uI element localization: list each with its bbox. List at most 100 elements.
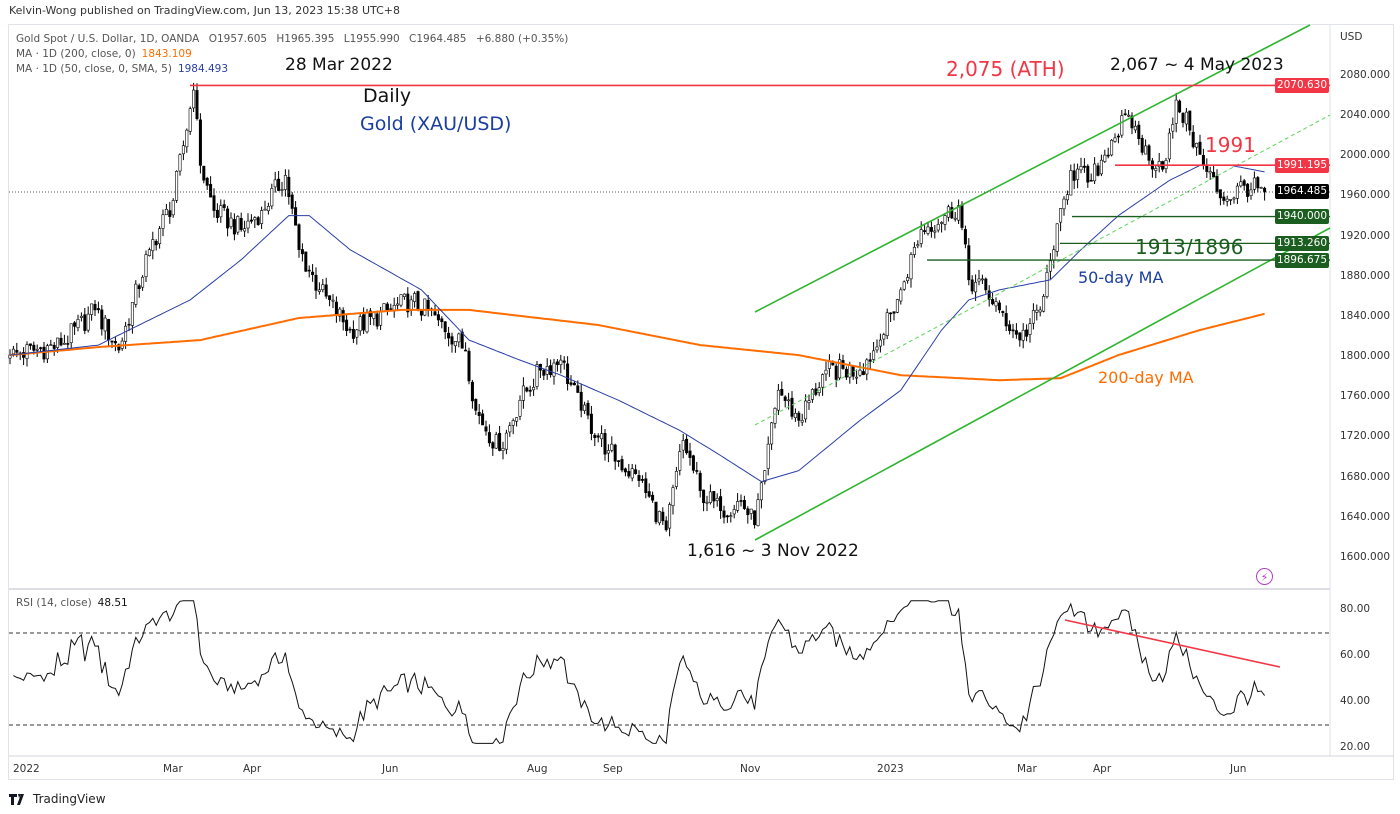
candle-body	[1188, 110, 1192, 131]
candle-body	[868, 359, 872, 362]
candle-body	[1147, 145, 1151, 161]
candle-body	[960, 204, 964, 228]
candle-body	[899, 289, 903, 302]
candle-body	[674, 470, 678, 487]
tradingview-logo[interactable]: TradingView	[9, 792, 106, 806]
candle-body	[722, 510, 726, 518]
price-tag: 1896.675	[1275, 252, 1329, 268]
candle-body	[654, 501, 658, 523]
candle-body	[158, 228, 162, 244]
legend-change: +6.880 (+0.35%)	[475, 33, 569, 45]
candle-body	[661, 511, 665, 522]
rsi-value: 48.51	[97, 597, 128, 609]
candle-body	[317, 289, 321, 292]
ma200-line	[9, 308, 1265, 382]
legend-ma200[interactable]: MA · 1D (200, close, 0) 1843.109	[16, 48, 198, 60]
candle-body	[151, 239, 155, 252]
candle-body	[1208, 171, 1212, 174]
lightning-icon[interactable]: ⚡	[1256, 568, 1273, 585]
candle-body	[780, 389, 784, 396]
rsi-tick: 40.00	[1340, 695, 1371, 707]
candle-body	[100, 309, 104, 330]
candle-body	[144, 254, 148, 277]
candle-body	[134, 283, 138, 305]
candle-body	[1252, 177, 1256, 190]
candle-body	[1239, 181, 1243, 187]
candle-body	[511, 420, 515, 426]
legend-rsi[interactable]: RSI (14, close) 48.51	[16, 597, 134, 609]
candle-body	[351, 329, 355, 339]
candle-body	[474, 398, 478, 411]
candle-body	[804, 400, 808, 420]
legend-ma50[interactable]: MA · 1D (50, close, 0, SMA, 5) 1984.493	[16, 63, 234, 75]
candle-body	[691, 455, 695, 471]
publisher-line: Kelvin-Wong published on TradingView.com…	[9, 4, 400, 17]
tradingview-icon	[9, 793, 24, 805]
candle-body	[226, 208, 230, 229]
candle-body	[504, 432, 508, 450]
candle-body	[1215, 175, 1219, 192]
ma200-value: 1843.109	[141, 48, 192, 60]
candle-body	[668, 504, 672, 529]
candle-body	[137, 285, 141, 290]
candle-body	[1205, 165, 1209, 172]
candle-body	[759, 482, 763, 501]
candle-body	[664, 520, 668, 531]
candle-body	[844, 368, 848, 378]
candle-body	[368, 310, 372, 317]
candle-body	[59, 337, 63, 346]
candle-body	[154, 240, 158, 246]
candle-body	[273, 179, 277, 188]
candle-body	[606, 450, 610, 454]
candle-body	[195, 90, 199, 119]
currency-label: USD	[1340, 31, 1363, 43]
candle-body	[236, 216, 240, 233]
candle-body	[1195, 142, 1199, 148]
candle-body	[460, 331, 464, 349]
legend-high: H1965.395	[276, 33, 335, 45]
price-tag: 2070.630	[1275, 77, 1329, 93]
candle-body	[555, 361, 559, 365]
candle-body	[362, 314, 366, 331]
candle-body	[280, 189, 284, 191]
candle-body	[736, 501, 740, 511]
candle-body	[42, 346, 46, 360]
candle-body	[821, 374, 825, 388]
candle-body	[940, 222, 944, 224]
candle-body	[630, 468, 634, 479]
candle-body	[586, 402, 590, 416]
candle-body	[1218, 189, 1222, 199]
candle-body	[413, 293, 417, 302]
nov-low-label: 1,616 ~ 3 Nov 2022	[687, 541, 859, 561]
candle-body	[423, 298, 427, 316]
candle-body	[290, 194, 294, 209]
candle-body	[62, 342, 66, 345]
candle-body	[725, 515, 729, 518]
candle-body	[773, 408, 777, 424]
candle-body	[749, 508, 753, 514]
time-tick: 2022	[13, 763, 40, 775]
candle-body	[807, 400, 811, 403]
candle-body	[487, 432, 491, 444]
candle-body	[127, 323, 131, 326]
candle-body	[603, 432, 607, 455]
candle-body	[1246, 183, 1250, 197]
candle-body	[338, 308, 342, 317]
candle-body	[1031, 310, 1035, 324]
instrument-label: Gold (XAU/USD)	[360, 113, 512, 135]
time-tick: Nov	[740, 763, 761, 775]
candle-body	[426, 299, 430, 311]
candle-body	[997, 302, 1001, 311]
candle-body	[294, 207, 298, 226]
candle-body	[1123, 113, 1127, 116]
price-tick: 1960.000	[1340, 189, 1391, 202]
time-tick: 2023	[877, 763, 904, 775]
time-tick: Apr	[243, 763, 262, 775]
candle-body	[906, 277, 910, 282]
candle-body	[790, 397, 794, 417]
candle-body	[52, 344, 56, 349]
candle-body	[1178, 100, 1182, 113]
candle-body	[358, 316, 362, 332]
candle-body	[396, 303, 400, 306]
